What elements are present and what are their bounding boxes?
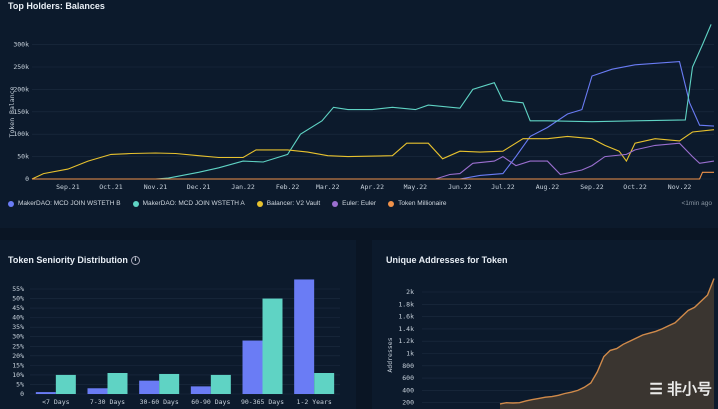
bar-b [159, 373, 180, 394]
legend-dot-icon [388, 200, 395, 207]
bar-b [210, 374, 231, 394]
x-tick-label: Jan.22 [231, 183, 255, 191]
bar-a [35, 392, 56, 394]
y-tick-label: 10% [12, 371, 24, 379]
legend-dot-icon [256, 200, 263, 207]
x-tick-label: Sep.22 [580, 183, 604, 191]
legend-label: MakerDAO: MCD JOIN WSTETH B [18, 200, 121, 207]
legend-label: Balancer: V2 Vault [266, 200, 321, 207]
x-tick-label: Dec.21 [187, 183, 211, 191]
y-tick-label: 5% [16, 380, 24, 388]
legend-item[interactable]: Balancer: V2 Vault [256, 200, 321, 207]
legend-item[interactable]: Token Millionaire [388, 200, 447, 207]
bar-b [262, 298, 283, 394]
y-tick-label: 400 [402, 386, 414, 394]
area-fill [500, 278, 714, 409]
y-tick-label: 0 [25, 175, 29, 183]
y-axis-label: Token Balance [8, 86, 16, 137]
x-tick-label: 7-30 Days [90, 398, 125, 406]
legend-label: Token Millionaire [398, 200, 447, 207]
series-line-euler-euler [32, 142, 715, 180]
bar-a [190, 386, 211, 394]
x-tick-label: May.22 [404, 183, 428, 191]
y-axis-label: Addresses [386, 337, 394, 372]
y-tick-label: 1.4k [398, 325, 414, 333]
series-line-makerdao-mcd-join-wsteth-b [32, 61, 715, 180]
top-holders-chart: 0 50k 100k 150k 200k 250k 300k Sep.21 Oct.21 Nov.… [8, 24, 715, 191]
seniority-panel: Token Seniority Distribution i 0 5% 10% 15% 2… [0, 240, 356, 409]
x-tick-label: 1-2 Years [297, 398, 332, 406]
series-line-makerdao-mcd-join-wsteth-a [32, 24, 712, 180]
legend-item[interactable]: MakerDAO: MCD JOIN WSTETH A [132, 200, 245, 207]
x-tick-label: Oct.22 [623, 183, 647, 191]
y-tick-label: 20% [12, 352, 24, 360]
y-tick-label: 800 [402, 362, 414, 370]
bar-b [55, 374, 76, 394]
bar-a [139, 380, 160, 394]
x-tick-label: 60-90 Days [191, 398, 230, 406]
y-tick-label: 1k [406, 350, 414, 358]
x-tick-label: Nov.21 [144, 183, 168, 191]
chart-title: Top Holders: Balances [8, 1, 105, 11]
x-tick-label: Feb.22 [276, 183, 300, 191]
area-line [499, 278, 715, 405]
seniority-chart: 0 5%10% 15%20% 25%30% 35%40% 45%50% 55% <7 Days… [12, 279, 340, 406]
y-tick-label: 600 [402, 374, 414, 382]
series-line-token-millionaire [32, 171, 714, 180]
legend: MakerDAO: MCD JOIN WSTETH B MakerDAO: MCD… [8, 200, 447, 207]
top-holders-panel: Top Holders: Balances 0 50k 100k 150k 200k 25… [8, 1, 715, 207]
x-tick-label: Sep.21 [56, 183, 80, 191]
chart-title: Token Seniority Distribution [8, 255, 128, 265]
legend-dot-icon [332, 200, 339, 207]
y-tick-label: 2k [406, 288, 414, 296]
chart-title: Unique Addresses for Token [386, 255, 508, 265]
y-tick-label: 15% [12, 361, 24, 369]
y-tick-label: 200 [402, 399, 414, 407]
bar-a [242, 340, 263, 394]
updated-time: <1min ago [681, 200, 712, 207]
x-tick-label: 30-60 Days [140, 398, 179, 406]
y-tick-label: 0 [20, 390, 24, 398]
watermark-logo: ☰ 非小号 [649, 381, 712, 398]
bar-a [294, 279, 315, 394]
legend-label: MakerDAO: MCD JOIN WSTETH A [142, 200, 245, 207]
legend-label: Euler: Euler [342, 200, 377, 207]
x-tick-label: Oct.21 [99, 183, 123, 191]
bar-b [314, 373, 335, 394]
x-tick-label: Jul.22 [491, 183, 515, 191]
bar-b [107, 373, 128, 394]
legend-dot-icon [132, 200, 139, 207]
y-tick-label: 25% [12, 342, 24, 350]
y-tick-label: 50k [17, 153, 29, 161]
legend-item[interactable]: MakerDAO: MCD JOIN WSTETH B [8, 200, 121, 207]
legend-dot-icon [8, 200, 14, 207]
x-tick-label: Nov.22 [668, 183, 692, 191]
y-tick-label: 300k [13, 41, 29, 49]
x-tick-label: 90-365 Days [241, 398, 284, 406]
y-tick-label: 50% [12, 295, 24, 303]
x-tick-label: <7 Days [42, 398, 69, 406]
y-tick-label: 30% [12, 333, 24, 341]
y-tick-label: 200k [13, 85, 29, 93]
x-tick-label: Aug.22 [536, 183, 560, 191]
y-tick-label: 1.8k [398, 300, 414, 308]
unique-addresses-chart: 200 400 600 800 1k 1.2k 1.4k 1.6k 1.8k 2k Addresse… [386, 278, 715, 409]
y-tick-label: 40% [12, 314, 24, 322]
legend-item[interactable]: Euler: Euler [332, 200, 376, 207]
y-tick-label: 150k [13, 108, 29, 116]
y-tick-label: 45% [12, 304, 24, 312]
y-tick-label: 55% [12, 285, 24, 293]
x-tick-label: Apr.22 [361, 183, 385, 191]
y-tick-label: 35% [12, 323, 24, 331]
x-tick-label: Mar.22 [316, 183, 340, 191]
y-tick-label: 1.2k [398, 337, 414, 345]
y-tick-label: 100k [13, 130, 29, 138]
series-line-balancer-v2-vault [31, 129, 715, 180]
x-tick-label: Jun.22 [448, 183, 472, 191]
unique-addresses-panel: Unique Addresses for Token 200 400 600 800 1… [372, 240, 718, 409]
y-tick-label: 250k [13, 63, 29, 71]
info-icon[interactable]: i [130, 256, 140, 266]
bar-a [87, 388, 108, 394]
y-tick-label: 1.6k [398, 313, 414, 321]
